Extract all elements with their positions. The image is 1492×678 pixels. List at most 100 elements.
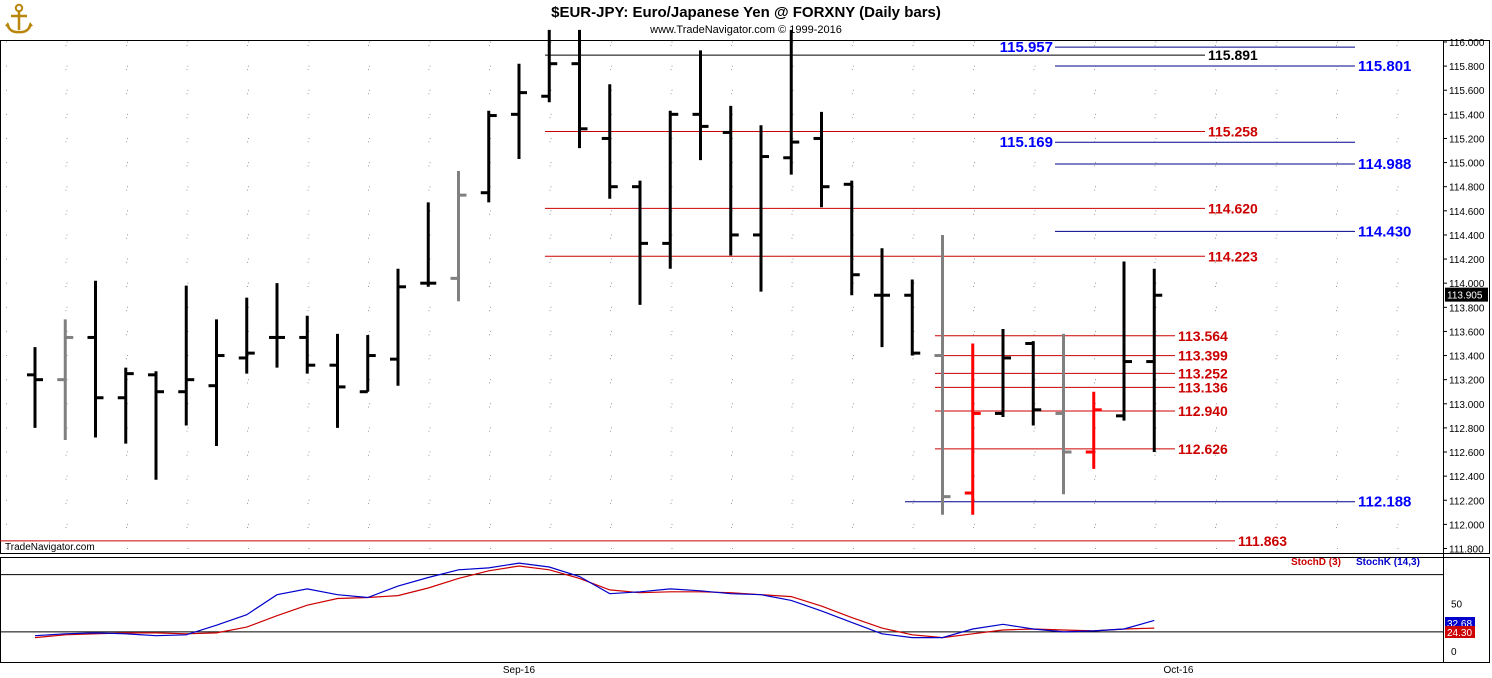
y-tick-label: 115.200 bbox=[1449, 134, 1485, 145]
level-label-115.957: 115.957 bbox=[1000, 39, 1053, 56]
ohlc-bar bbox=[269, 283, 285, 368]
stoch-y-tick-label: 0 bbox=[1451, 647, 1457, 658]
level-label-112.940: 112.940 bbox=[1178, 403, 1228, 419]
ohlc-bar bbox=[420, 202, 437, 287]
y-tick-label: 112.000 bbox=[1449, 520, 1485, 531]
y-tick-label: 112.400 bbox=[1449, 472, 1485, 483]
price-bars bbox=[27, 29, 1163, 515]
level-lines: 115.957 115.891 115.801 115.258 115.169 114.9… bbox=[0, 39, 1411, 549]
y-tick-label: 114.000 bbox=[1449, 279, 1485, 290]
level-label-113.136: 113.136 bbox=[1178, 379, 1228, 395]
level-label-112.626: 112.626 bbox=[1178, 441, 1228, 457]
ohlc-bar bbox=[571, 29, 588, 149]
y-tick-label: 115.400 bbox=[1449, 110, 1485, 121]
ohlc-bar bbox=[57, 319, 74, 440]
grid bbox=[0, 41, 1443, 549]
y-tick-label: 113.600 bbox=[1449, 327, 1485, 338]
ohlc-bar bbox=[480, 110, 497, 203]
chart-frame bbox=[0, 40, 1490, 663]
y-tick-label: 112.200 bbox=[1449, 496, 1485, 507]
legend-stoch-d: StochD (3) bbox=[1291, 557, 1341, 568]
level-label-114.223: 114.223 bbox=[1208, 248, 1258, 264]
ohlc-bar bbox=[208, 319, 225, 446]
ohlc-bar bbox=[511, 63, 527, 159]
ohlc-bar bbox=[874, 248, 890, 348]
y-tick-label: 115.800 bbox=[1449, 62, 1485, 73]
watermark: TradeNavigator.com bbox=[5, 542, 95, 553]
stoch-line-k bbox=[34, 562, 1155, 639]
price-panel-frame bbox=[0, 40, 1490, 554]
last-price-box bbox=[1445, 287, 1488, 302]
ohlc-bar bbox=[148, 371, 164, 480]
stoch-line-d bbox=[34, 565, 1155, 639]
y-tick-label: 114.800 bbox=[1449, 183, 1485, 194]
ohlc-bar bbox=[1055, 333, 1072, 495]
level-label-115.258: 115.258 bbox=[1208, 123, 1258, 139]
y-tick-label: 114.400 bbox=[1449, 231, 1485, 242]
y-tick-label: 115.600 bbox=[1449, 86, 1485, 97]
y-tick-label: 116.000 bbox=[1449, 38, 1485, 49]
stoch-y-tick-label: 50 bbox=[1451, 599, 1463, 610]
ohlc-bar bbox=[178, 285, 195, 426]
y-tick-label: 113.200 bbox=[1449, 376, 1485, 387]
x-tick-label: Sep-16 bbox=[503, 665, 536, 676]
ohlc-bar bbox=[390, 268, 406, 386]
stoch-k-last-label: 32.68 bbox=[1447, 619, 1472, 630]
y-tick-label: 114.600 bbox=[1449, 207, 1485, 218]
level-label-113.399: 113.399 bbox=[1178, 348, 1228, 364]
anchor-icon bbox=[5, 3, 33, 34]
ohlc-bar bbox=[601, 84, 618, 199]
level-label-114.620: 114.620 bbox=[1208, 200, 1258, 216]
level-label-113.564: 113.564 bbox=[1178, 328, 1228, 344]
ohlc-bar bbox=[117, 367, 134, 444]
ohlc-bar bbox=[995, 329, 1011, 418]
chart-title: $EUR-JPY: Euro/Japanese Yen @ FORXNY (Da… bbox=[551, 4, 941, 21]
ohlc-bar bbox=[632, 180, 648, 305]
y-tick-label: 113.800 bbox=[1449, 303, 1485, 314]
ohlc-bar bbox=[783, 29, 800, 175]
ohlc-bar bbox=[541, 29, 558, 103]
ohlc-bar bbox=[1025, 341, 1042, 426]
stoch-d-last-box bbox=[1445, 626, 1475, 638]
ohlc-bar bbox=[450, 171, 467, 302]
ohlc-bar bbox=[813, 111, 830, 208]
y-tick-label: 111.800 bbox=[1449, 545, 1484, 556]
y-tick-label: 113.400 bbox=[1449, 352, 1485, 363]
ohlc-bar bbox=[238, 297, 255, 374]
level-label-114.988: 114.988 bbox=[1358, 156, 1411, 173]
last-price-label: 113.905 bbox=[1447, 291, 1483, 302]
ohlc-bar bbox=[934, 234, 951, 515]
x-tick-label: Oct-16 bbox=[1163, 665, 1193, 676]
ohlc-bar bbox=[1085, 391, 1102, 469]
level-label-115.891: 115.891 bbox=[1208, 47, 1258, 63]
level-label-115.801: 115.801 bbox=[1358, 58, 1411, 75]
ohlc-bar bbox=[299, 315, 316, 374]
ohlc-bar bbox=[843, 180, 860, 296]
ohlc-bar bbox=[359, 335, 376, 394]
ohlc-bar bbox=[904, 279, 921, 356]
stoch-d-last-label: 24.30 bbox=[1447, 628, 1472, 639]
level-label-114.430: 114.430 bbox=[1358, 223, 1411, 240]
legend-stoch-k: StochK (14,3) bbox=[1356, 557, 1420, 568]
ohlc-bar bbox=[1116, 261, 1132, 421]
axes: 116.000 115.800 115.600 115.400 115.200 115.0… bbox=[503, 38, 1488, 676]
level-label-112.188: 112.188 bbox=[1358, 494, 1411, 511]
y-tick-label: 113.000 bbox=[1449, 400, 1485, 411]
ohlc-bar bbox=[87, 280, 104, 438]
ohlc-bar bbox=[722, 105, 739, 256]
chart-subtitle: www.TradeNavigator.com © 1999-2016 bbox=[649, 24, 842, 36]
ohlc-bar bbox=[1146, 268, 1163, 453]
level-label-115.169: 115.169 bbox=[1000, 134, 1053, 151]
level-label-113.252: 113.252 bbox=[1178, 365, 1228, 381]
ohlc-bar bbox=[692, 50, 709, 161]
y-tick-label: 112.600 bbox=[1449, 448, 1485, 459]
ohlc-bar bbox=[964, 343, 981, 515]
level-label-111.863: 111.863 bbox=[1238, 533, 1287, 549]
stoch-panel-frame bbox=[0, 557, 1490, 663]
ohlc-bar bbox=[753, 125, 769, 292]
ohlc-bar bbox=[329, 333, 346, 428]
y-tick-label: 114.200 bbox=[1449, 255, 1485, 266]
